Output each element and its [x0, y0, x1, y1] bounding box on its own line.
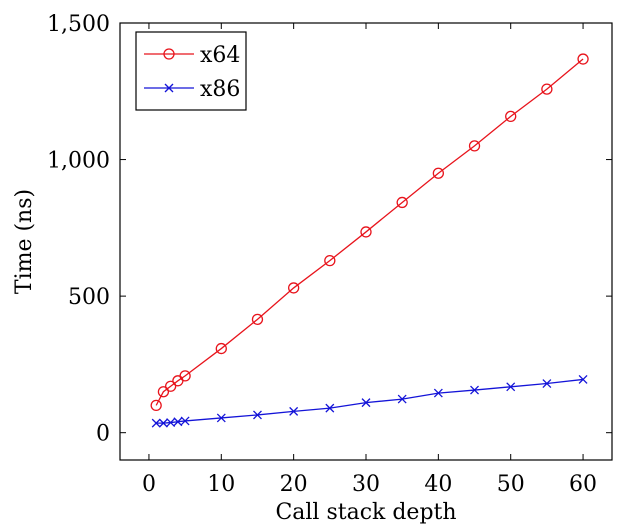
data-point-circle	[164, 380, 177, 392]
data-point-circle	[324, 254, 336, 267]
y-tick-label: 1,500	[47, 12, 110, 37]
data-point-cross	[506, 382, 516, 392]
data-point-cross	[180, 416, 190, 426]
x-axis-ticks: 0 10 20 30 40 50 60	[142, 23, 597, 497]
plot-frame	[119, 22, 613, 461]
y-axis-ticks: 0 500 1,000 1,500	[47, 12, 612, 447]
data-point-cross	[470, 385, 479, 395]
series-x64	[150, 53, 589, 412]
data-point-circle	[215, 342, 227, 355]
x-axis-title: Call stack depth	[275, 500, 456, 525]
data-point-circle	[577, 53, 589, 65]
legend-label: x64	[200, 43, 240, 68]
legend-box	[135, 31, 247, 111]
y-tick-label: 1,000	[47, 149, 110, 174]
data-point-cross	[173, 417, 183, 427]
legend-item-x86: x86	[144, 77, 240, 102]
data-point-cross	[397, 394, 407, 404]
data-point-circle	[251, 313, 264, 325]
legend-label: x86	[200, 77, 240, 102]
data-point-circle	[541, 83, 553, 95]
data-point-cross	[578, 374, 588, 384]
data-point-cross	[253, 410, 262, 420]
data-point-circle	[287, 282, 300, 294]
y-tick-label: 500	[68, 285, 110, 310]
y-axis-title: Time (ns)	[12, 189, 37, 294]
data-point-circle	[505, 110, 517, 123]
data-point-circle	[163, 48, 175, 60]
series-x86	[151, 374, 588, 428]
data-point-cross	[158, 418, 168, 428]
data-point-circle	[396, 196, 408, 209]
data-point-cross	[433, 388, 443, 398]
x-tick-label: 0	[142, 472, 156, 497]
data-point-cross	[542, 379, 552, 388]
data-point-cross	[289, 406, 299, 416]
data-point-circle	[360, 226, 372, 238]
data-point-cross	[164, 83, 174, 93]
series-line	[156, 378, 584, 424]
data-point-circle	[468, 140, 481, 152]
data-point-cross	[151, 418, 161, 428]
series-layer	[150, 53, 589, 428]
data-point-circle	[179, 370, 191, 382]
x-tick-label: 60	[569, 472, 597, 497]
data-point-cross	[361, 398, 371, 408]
y-tick-label: 0	[96, 422, 110, 447]
data-point-circle	[432, 167, 445, 179]
x-tick-label: 40	[424, 472, 452, 497]
x-tick-label: 20	[280, 472, 308, 497]
x-tick-label: 10	[207, 472, 235, 497]
legend-item-x64: x64	[144, 43, 240, 68]
data-point-cross	[325, 403, 335, 413]
data-point-cross	[166, 418, 176, 428]
data-point-circle	[157, 386, 170, 398]
x-tick-label: 50	[497, 472, 525, 497]
x-tick-label: 30	[352, 472, 380, 497]
data-point-cross	[216, 413, 226, 423]
data-point-circle	[150, 399, 162, 412]
